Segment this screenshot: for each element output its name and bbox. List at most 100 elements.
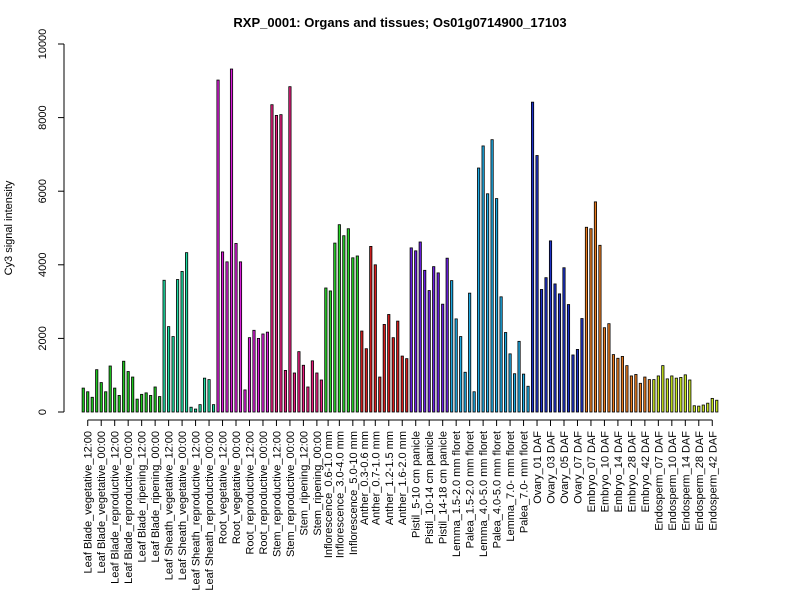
bar: [99, 382, 103, 413]
x-tick-label: Inflorescence_0.6-1.0 mm: [323, 431, 335, 558]
x-tick-label: Leaf Sheath_reproductive_00:00: [204, 431, 216, 591]
bar: [288, 86, 292, 413]
x-tick-label: Root_reproductive_00:00: [258, 431, 270, 555]
bar: [167, 326, 171, 413]
bar: [629, 375, 633, 413]
bar: [611, 354, 615, 413]
bar: [256, 337, 261, 413]
y-tick-label: 2000: [37, 326, 49, 350]
x-tick-label: Leaf Blade_reproductive_00:00: [123, 431, 135, 584]
bar: [328, 290, 332, 413]
x-tick-label: Ovary_01 DAF: [532, 431, 544, 504]
bar: [445, 257, 449, 413]
x-tick-label: Endosperm_14 DAF: [680, 431, 692, 531]
bar: [158, 396, 162, 413]
bar: [472, 391, 476, 413]
y-tick-label: 10000: [37, 29, 49, 60]
x-tick-label: Palea_4.0-5.0 mm floret: [492, 431, 504, 548]
bar: [351, 257, 355, 413]
bar: [292, 372, 296, 413]
bar: [283, 370, 287, 413]
bar: [544, 277, 548, 413]
bar: [405, 358, 409, 413]
y-axis-label: Cy3 signal intensity: [3, 180, 15, 275]
bar: [450, 280, 454, 413]
x-tick-label: Leaf Blade_vegetative_12:00: [83, 431, 95, 574]
bar: [634, 374, 638, 413]
x-tick-label: Embryo_10 DAF: [599, 431, 611, 513]
bar: [454, 318, 458, 413]
bar: [688, 379, 692, 413]
x-tick-label: Root_vegetative_00:00: [231, 431, 243, 544]
bar: [252, 329, 256, 413]
bar: [306, 386, 310, 413]
bar: [225, 261, 229, 413]
bar: [238, 261, 243, 413]
bar: [548, 240, 553, 413]
x-tick-label: Palea_7.0- mm floret: [519, 431, 531, 533]
bar: [108, 365, 112, 413]
bar: [602, 327, 606, 413]
x-tick-label: Anther_1.2-1.5 mm: [384, 431, 396, 525]
bar: [301, 364, 305, 413]
y-axis: 0 2000 4000 6000 8000 10000: [37, 29, 65, 415]
bar: [526, 385, 530, 413]
bar: [679, 377, 683, 413]
bar: [346, 228, 350, 413]
y-tick-label: 4000: [37, 253, 49, 277]
x-tick-label: Root_vegetative_12:00: [218, 431, 230, 544]
bar: [481, 145, 485, 413]
x-tick-label: Stem_ripening_12:00: [298, 431, 310, 536]
x-tick-label: Endosperm_07 DAF: [653, 431, 665, 531]
y-tick-label: 8000: [37, 105, 49, 129]
x-tick-label: Pistil_10-14 cm panicle: [424, 431, 436, 544]
bar: [81, 387, 85, 413]
bar: [517, 340, 521, 413]
bar: [513, 373, 517, 413]
bars: [81, 68, 719, 413]
bar: [598, 244, 602, 413]
bar: [414, 250, 418, 413]
bar: [243, 389, 247, 413]
bar: [207, 379, 211, 413]
x-tick-label: Lemma_4.0-5.0 mm floret: [478, 431, 490, 557]
x-tick-label: Endosperm_10 DAF: [667, 431, 679, 531]
bar: [593, 201, 597, 413]
bar: [171, 336, 175, 413]
bar: [522, 373, 526, 413]
bar: [324, 287, 328, 413]
bar: [189, 406, 193, 413]
bar: [656, 375, 660, 413]
bar: [274, 114, 278, 413]
bar: [279, 114, 283, 413]
bar: [441, 303, 445, 413]
x-tick-label: Anther_0.7-1.0 mm: [370, 431, 382, 525]
bar: [198, 404, 202, 413]
bar: [436, 272, 440, 413]
bar: [607, 323, 611, 413]
bar: [234, 243, 238, 413]
x-tick-label: Lemma_1.5-2.0 mm floret: [451, 431, 463, 557]
bar: [117, 395, 121, 413]
bar: [131, 376, 135, 413]
bar: [400, 355, 404, 413]
bar: [620, 356, 624, 413]
bar: [382, 324, 386, 413]
bar: [432, 266, 436, 413]
bar: [355, 255, 359, 413]
bar: [697, 405, 701, 413]
x-tick-label: Embryo_28 DAF: [626, 431, 638, 513]
bar: [486, 193, 490, 413]
bar: [638, 382, 642, 413]
x-tick-label: Embryo_14 DAF: [613, 431, 625, 513]
x-tick-label: Leaf Blade_ripening_12:00: [137, 431, 149, 563]
bar: [701, 404, 705, 413]
bar: [562, 267, 566, 413]
x-tick-label: Stem_reproductive_00:00: [285, 431, 297, 557]
bar: [589, 228, 593, 413]
bar: [683, 374, 687, 413]
bar: [360, 330, 364, 413]
x-tick-label: Inflorescence_5.0-10 mm: [348, 431, 360, 555]
x-tick-label: Pistil_14-18 cm panicle: [438, 431, 450, 544]
x-tick-label: Anther_0.3-0.6 mm: [359, 431, 371, 525]
